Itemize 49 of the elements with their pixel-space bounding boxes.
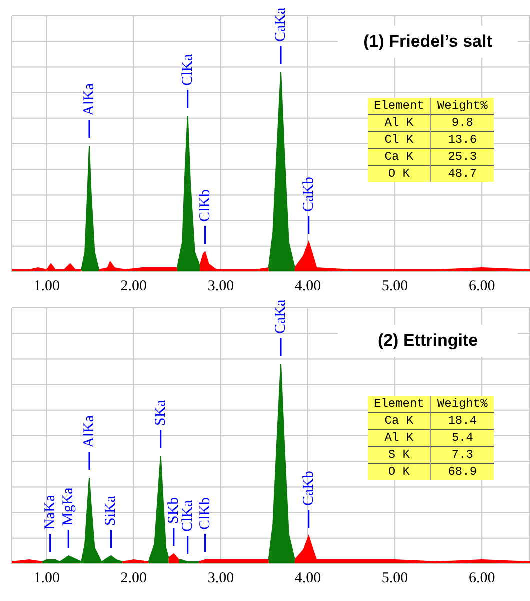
x-tick-label: 5.00 <box>382 570 408 587</box>
annotation: SKb <box>166 497 182 524</box>
x-tick-label: 3.00 <box>208 570 234 587</box>
annotation: Cl K <box>384 132 415 148</box>
annotation: Weight% <box>430 98 494 114</box>
annotation: CaKa <box>273 300 290 334</box>
annotation: Ca K <box>384 413 415 430</box>
annotation: Weight% <box>430 396 494 412</box>
x-tick-label: 6.00 <box>468 278 496 295</box>
annotation: ClKa <box>180 54 196 86</box>
annotation: 5.4 <box>430 430 494 446</box>
x-tick-label: 2.00 <box>120 278 148 295</box>
annotation: 25.3 <box>430 148 494 166</box>
annotation: 7.3 <box>430 446 494 464</box>
annotation: 18.4 <box>430 412 494 430</box>
annotation: ClKb <box>197 497 214 530</box>
x-tick-label: 2.00 <box>120 570 148 587</box>
x-tick-label: 5.00 <box>382 278 408 295</box>
annotation: 68.9 <box>430 464 494 480</box>
annotation: MgKa <box>60 487 77 526</box>
x-tick-label: 6.00 <box>468 570 496 587</box>
x-tick-label: 4.00 <box>294 278 322 295</box>
annotation: O K <box>387 464 412 480</box>
annotation: CaKb <box>300 471 317 506</box>
annotation: CaKa <box>273 8 290 42</box>
annotation: Element <box>373 396 426 412</box>
annotation: ClKb <box>197 189 214 222</box>
annotation: SiKa <box>103 496 120 526</box>
annotation: ClKa <box>180 500 196 532</box>
annotation: NaKa <box>42 494 58 530</box>
annotation: AlKa <box>81 415 98 448</box>
annotation: 9.8 <box>430 114 494 132</box>
chart-title: (2) Ettringite <box>338 325 518 357</box>
annotation: S K <box>387 447 412 464</box>
annotation: SKa <box>152 400 169 426</box>
annotation: AlKa <box>81 83 98 116</box>
x-tick-label: 4.00 <box>294 570 322 587</box>
x-tick-label: 1.00 <box>34 570 60 587</box>
x-tick-label: 3.00 <box>208 278 234 295</box>
chart-title: (1) Friedel’s salt <box>338 26 518 58</box>
x-tick-label: 1.00 <box>34 278 60 295</box>
annotation: O K <box>387 166 412 182</box>
annotation: Element <box>373 98 426 114</box>
annotation: 48.7 <box>430 166 494 182</box>
annotation: 13.6 <box>430 132 494 148</box>
annotation: Al K <box>384 430 415 446</box>
annotation: Ca K <box>384 149 415 166</box>
annotation: CaKb <box>300 177 317 212</box>
annotation: Al K <box>384 115 415 132</box>
